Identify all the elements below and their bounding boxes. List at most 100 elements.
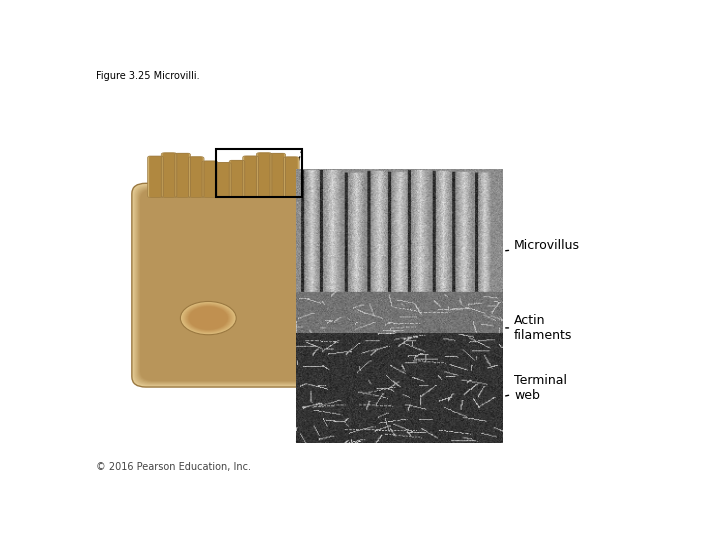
FancyBboxPatch shape [148,156,163,198]
FancyBboxPatch shape [176,153,190,198]
FancyBboxPatch shape [135,186,312,384]
FancyBboxPatch shape [134,185,314,386]
FancyBboxPatch shape [162,153,176,198]
FancyBboxPatch shape [231,160,243,198]
FancyBboxPatch shape [138,188,310,382]
FancyBboxPatch shape [133,184,315,386]
FancyBboxPatch shape [136,186,312,384]
FancyBboxPatch shape [243,156,258,198]
FancyBboxPatch shape [270,153,286,198]
FancyBboxPatch shape [284,157,299,198]
FancyBboxPatch shape [148,156,163,198]
FancyBboxPatch shape [215,163,231,198]
Ellipse shape [188,306,229,330]
FancyBboxPatch shape [203,161,217,198]
FancyBboxPatch shape [256,153,271,198]
Ellipse shape [181,301,236,335]
FancyBboxPatch shape [135,185,313,385]
FancyBboxPatch shape [149,156,162,198]
FancyBboxPatch shape [230,160,244,198]
Ellipse shape [183,303,233,333]
FancyBboxPatch shape [284,157,299,198]
FancyBboxPatch shape [135,186,313,384]
FancyBboxPatch shape [132,184,315,387]
FancyBboxPatch shape [132,184,315,387]
FancyBboxPatch shape [176,153,189,198]
FancyBboxPatch shape [189,157,204,198]
FancyBboxPatch shape [176,153,189,198]
FancyBboxPatch shape [138,188,310,382]
FancyBboxPatch shape [243,156,258,198]
FancyBboxPatch shape [285,157,297,198]
FancyBboxPatch shape [229,160,245,198]
FancyBboxPatch shape [148,156,163,198]
FancyBboxPatch shape [202,161,217,198]
FancyBboxPatch shape [271,153,284,198]
FancyBboxPatch shape [163,153,176,198]
Text: Terminal
web: Terminal web [505,374,567,402]
FancyBboxPatch shape [138,187,310,383]
FancyBboxPatch shape [134,185,314,386]
FancyBboxPatch shape [244,156,257,198]
FancyBboxPatch shape [230,160,244,198]
Ellipse shape [184,303,233,333]
FancyBboxPatch shape [230,160,245,198]
Ellipse shape [189,307,228,330]
Ellipse shape [182,302,234,334]
FancyBboxPatch shape [137,187,311,383]
Ellipse shape [186,305,230,332]
FancyBboxPatch shape [140,189,308,381]
FancyBboxPatch shape [139,188,309,382]
FancyBboxPatch shape [204,161,216,198]
FancyBboxPatch shape [175,153,190,198]
FancyBboxPatch shape [132,183,316,387]
FancyBboxPatch shape [203,161,216,198]
FancyBboxPatch shape [175,153,190,198]
FancyBboxPatch shape [230,160,243,198]
Bar [216,149,302,197]
FancyBboxPatch shape [285,157,298,198]
FancyBboxPatch shape [140,190,307,381]
FancyBboxPatch shape [257,153,271,198]
FancyBboxPatch shape [202,161,217,198]
FancyBboxPatch shape [163,153,175,198]
Text: Figure 3.25 Microvilli.: Figure 3.25 Microvilli. [96,71,199,81]
FancyBboxPatch shape [189,157,203,198]
FancyBboxPatch shape [284,157,298,198]
FancyBboxPatch shape [258,153,271,198]
Ellipse shape [185,304,232,332]
Text: Actin
filaments: Actin filaments [505,314,572,342]
FancyBboxPatch shape [270,153,285,198]
FancyBboxPatch shape [271,153,285,198]
FancyBboxPatch shape [149,156,161,198]
FancyBboxPatch shape [162,153,176,198]
Text: © 2016 Pearson Education, Inc.: © 2016 Pearson Education, Inc. [96,462,251,472]
FancyBboxPatch shape [161,153,176,198]
FancyBboxPatch shape [271,153,284,198]
FancyBboxPatch shape [216,163,230,198]
FancyBboxPatch shape [257,153,271,198]
Ellipse shape [187,305,230,331]
FancyBboxPatch shape [244,156,257,198]
FancyBboxPatch shape [216,163,231,198]
FancyBboxPatch shape [136,187,312,384]
FancyBboxPatch shape [217,163,230,198]
FancyBboxPatch shape [190,157,203,198]
FancyBboxPatch shape [256,153,272,198]
Text: Microvillus: Microvillus [505,239,580,252]
FancyBboxPatch shape [190,157,202,198]
FancyBboxPatch shape [140,189,308,381]
FancyBboxPatch shape [189,157,203,198]
FancyBboxPatch shape [148,156,162,198]
FancyBboxPatch shape [202,161,217,198]
FancyBboxPatch shape [284,157,299,198]
FancyBboxPatch shape [137,187,311,383]
FancyBboxPatch shape [161,153,177,198]
FancyBboxPatch shape [258,153,270,198]
FancyBboxPatch shape [217,163,230,198]
FancyBboxPatch shape [217,163,230,198]
Ellipse shape [181,302,235,334]
FancyBboxPatch shape [271,153,284,198]
FancyBboxPatch shape [244,156,257,198]
FancyBboxPatch shape [176,153,189,198]
